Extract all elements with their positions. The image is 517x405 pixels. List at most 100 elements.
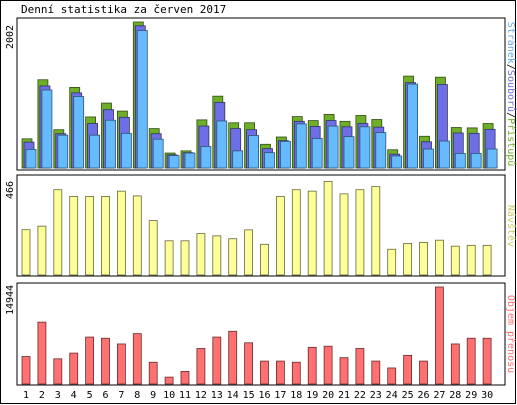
bar-pages-day-26 [423, 148, 434, 169]
bar-visits-day-25 [403, 243, 413, 276]
bar-kbytes-day-9 [148, 361, 158, 385]
bar-pages-day-10 [168, 155, 180, 169]
day-label-3: 3 [55, 390, 61, 401]
bar-visits-day-24 [387, 248, 397, 276]
bar-pages-day-5 [89, 134, 100, 169]
bar-kbytes-day-15 [244, 342, 254, 385]
bar-kbytes-day-29 [466, 337, 476, 385]
bar-pages-day-1 [25, 149, 37, 169]
bar-pages-day-25 [407, 83, 419, 169]
day-label-24: 24 [386, 390, 398, 401]
bar-pages-day-6 [105, 119, 116, 169]
bar-pages-day-18 [295, 123, 307, 169]
panel-2-ymax-label: 466 [5, 181, 16, 199]
bar-visits-day-9 [148, 220, 158, 276]
day-label-28: 28 [449, 390, 461, 401]
day-label-17: 17 [274, 390, 286, 401]
bar-pages-day-24 [391, 155, 403, 169]
bar-visits-day-17 [275, 196, 285, 276]
bar-kbytes-day-27 [434, 286, 444, 385]
panel-3-ymax-label: 14944 [5, 285, 16, 315]
bar-pages-day-19 [311, 138, 323, 169]
bar-kbytes-day-25 [403, 354, 413, 385]
day-label-18: 18 [290, 390, 302, 401]
bar-kbytes-day-17 [275, 360, 285, 385]
bar-kbytes-day-30 [482, 337, 492, 385]
bar-kbytes-day-5 [85, 336, 94, 385]
bar-pages-day-21 [343, 136, 355, 169]
day-label-26: 26 [417, 390, 429, 401]
day-label-21: 21 [338, 390, 350, 401]
day-label-25: 25 [402, 390, 414, 401]
bar-kbytes-day-3 [53, 358, 63, 385]
bar-kbytes-day-11 [180, 371, 190, 385]
day-label-14: 14 [227, 390, 239, 401]
bar-visits-day-14 [228, 238, 238, 276]
day-label-11: 11 [179, 390, 191, 401]
day-label-9: 9 [150, 390, 156, 401]
bar-visits-day-6 [101, 196, 110, 276]
bar-visits-day-16 [260, 243, 269, 276]
bar-pages-day-4 [73, 96, 85, 169]
bar-pages-day-14 [232, 150, 244, 169]
bar-pages-day-13 [216, 120, 228, 169]
bar-visits-day-8 [132, 195, 142, 276]
day-label-29: 29 [465, 390, 477, 401]
bar-visits-day-28 [450, 245, 460, 276]
chart-title: Denní statistika za červen 2017 [21, 3, 227, 16]
bar-visits-day-12 [196, 233, 206, 276]
bar-kbytes-day-20 [323, 345, 333, 385]
day-label-6: 6 [102, 390, 108, 401]
legend-top-panel: Stránek/Souborů/Přístupů [505, 22, 517, 167]
bar-pages-day-11 [184, 152, 196, 169]
day-label-7: 7 [118, 390, 124, 401]
bar-kbytes-day-26 [419, 360, 428, 385]
bar-pages-day-2 [41, 89, 53, 169]
day-label-23: 23 [370, 390, 382, 401]
bar-kbytes-day-19 [307, 346, 317, 385]
panel-1-ymax-label: 2002 [5, 25, 16, 49]
day-label-19: 19 [306, 390, 318, 401]
bar-kbytes-day-2 [37, 321, 47, 385]
day-label-15: 15 [243, 390, 255, 401]
bar-visits-day-27 [434, 239, 444, 276]
bar-pages-day-9 [152, 138, 164, 169]
bar-visits-day-7 [117, 190, 126, 276]
bar-kbytes-day-6 [101, 337, 110, 385]
bar-kbytes-day-21 [339, 357, 349, 385]
bar-visits-day-19 [307, 190, 317, 276]
day-label-16: 16 [258, 390, 270, 401]
bar-kbytes-day-14 [228, 330, 238, 385]
bar-kbytes-day-28 [450, 343, 460, 385]
bar-visits-day-3 [53, 189, 63, 276]
day-label-4: 4 [71, 390, 77, 401]
bar-visits-day-30 [482, 244, 492, 276]
day-label-2: 2 [39, 390, 45, 401]
bar-visits-day-21 [339, 193, 349, 276]
bar-pages-day-29 [470, 153, 482, 169]
bar-visits-day-5 [85, 196, 94, 276]
bar-visits-day-18 [291, 189, 301, 276]
bar-pages-day-3 [57, 134, 69, 169]
bar-pages-day-16 [264, 152, 275, 169]
bar-kbytes-day-1 [21, 356, 31, 385]
bar-visits-day-22 [355, 189, 365, 276]
bar-visits-day-13 [212, 235, 222, 276]
bar-visits-day-15 [244, 229, 254, 276]
day-label-12: 12 [195, 390, 207, 401]
bar-pages-day-7 [121, 132, 132, 169]
bar-pages-day-27 [438, 140, 450, 169]
bar-pages-day-20 [327, 125, 339, 169]
bar-kbytes-day-10 [164, 376, 174, 385]
bar-pages-day-22 [359, 126, 371, 169]
day-label-13: 13 [211, 390, 223, 401]
legend-visits: Návštěv [505, 205, 517, 247]
bar-kbytes-day-23 [371, 360, 381, 385]
bar-visits-day-29 [466, 244, 476, 276]
bar-kbytes-day-13 [212, 336, 222, 385]
bar-visits-day-20 [323, 181, 333, 276]
day-label-5: 5 [87, 390, 93, 401]
bar-kbytes-day-12 [196, 348, 206, 385]
bar-kbytes-day-22 [355, 348, 365, 385]
